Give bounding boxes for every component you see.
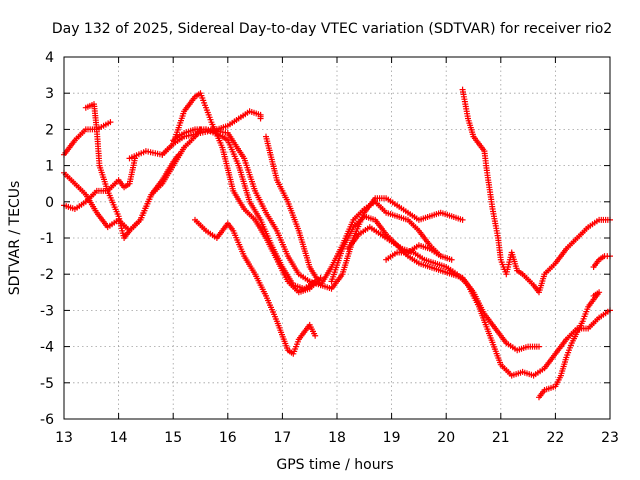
- x-tick-label: 19: [383, 430, 401, 446]
- series-arc-14: [459, 86, 613, 296]
- data-point: [312, 332, 319, 339]
- series-arc-9: [263, 133, 466, 292]
- plot-frame: [63, 56, 611, 420]
- series-line: [85, 103, 136, 192]
- data-point: [448, 256, 455, 263]
- y-tick-label: 2: [45, 122, 54, 138]
- series-arc-13: [383, 242, 455, 263]
- x-tick-label: 17: [273, 430, 291, 446]
- x-tick-label: 20: [437, 430, 455, 446]
- data-point: [317, 274, 324, 281]
- x-axis-title: GPS time / hours: [276, 457, 393, 473]
- series-arc-2: [82, 101, 138, 194]
- x-tick-label: 15: [164, 430, 182, 446]
- y-tick-label: 3: [45, 86, 54, 102]
- data-series: [61, 86, 613, 401]
- y-tick-label: 0: [45, 195, 54, 211]
- y-tick-label: 1: [45, 159, 54, 175]
- grid: [64, 57, 610, 419]
- x-tick-label: 13: [55, 430, 73, 446]
- y-tick-label: -3: [40, 303, 54, 319]
- y-tick-label: 4: [45, 50, 54, 66]
- data-point: [459, 216, 466, 223]
- x-tick-label: 21: [492, 430, 510, 446]
- x-tick-label: 23: [601, 430, 619, 446]
- data-point: [590, 292, 597, 299]
- y-tick-label: -4: [40, 340, 54, 356]
- series-line: [330, 215, 539, 351]
- series-arc-10: [192, 216, 319, 357]
- y-tick-label: -1: [40, 231, 54, 247]
- x-tick-label: 18: [328, 430, 346, 446]
- series-arc-8: [203, 126, 444, 289]
- data-point: [257, 115, 264, 122]
- series-line: [462, 89, 610, 293]
- y-tick-label: -5: [40, 376, 54, 392]
- series-arc-15: [536, 289, 603, 401]
- x-tick-label: 14: [110, 430, 128, 446]
- data-point: [536, 343, 543, 350]
- y-axis-title: SDTVAR / TECUs: [7, 181, 23, 296]
- chart-title: Day 132 of 2025, Sidereal Day-to-day VTE…: [52, 21, 612, 37]
- x-tick-label: 16: [219, 430, 237, 446]
- y-tick-label: -6: [40, 412, 54, 428]
- y-tick-label: -2: [40, 267, 54, 283]
- series-arc-1: [61, 119, 114, 158]
- series-arc-7: [159, 108, 264, 158]
- data-point: [107, 119, 114, 126]
- x-tick-label: 22: [546, 430, 564, 446]
